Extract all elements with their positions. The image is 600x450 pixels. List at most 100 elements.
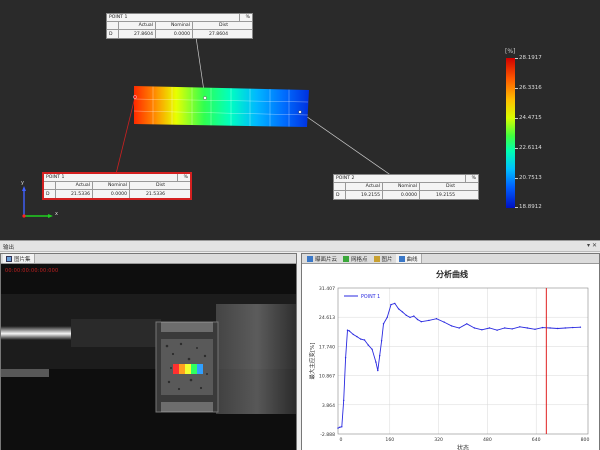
table-title: POINT 2: [334, 175, 466, 182]
measure-point-1-edge[interactable]: [133, 95, 137, 99]
chart-data-point: [458, 327, 460, 329]
table-header-cell: Actual: [119, 22, 156, 29]
analysis-curve-pane[interactable]: 曝面片云 网格点 图片 曲线 分析曲线 -2.888 3.864 10.8: [301, 253, 600, 450]
tab-grid-points-label: 网格点: [351, 256, 368, 263]
color-legend-label: 24.4715: [519, 115, 542, 121]
chart-title: 分析曲线: [436, 269, 468, 279]
chart-data-point: [344, 357, 347, 359]
chart-data-point: [352, 333, 354, 336]
image-icon: [373, 255, 380, 262]
table-header-cell: Actual: [346, 183, 383, 190]
table-header-cell: Actual: [56, 182, 93, 189]
tab-image-set-label: 图片集: [14, 256, 31, 263]
chart-data-point: [519, 326, 521, 328]
mesh-grid: [133, 86, 309, 127]
chart-y-tick-label: -2.888: [320, 432, 335, 438]
chart-x-ticks: 0 160 320 480 640 800: [340, 437, 590, 443]
chart-data-point: [466, 323, 468, 325]
chart-data-point: [473, 327, 476, 329]
chart-series: [337, 302, 582, 429]
chart-y-tick-label: 3.864: [322, 403, 335, 409]
color-legend-unit: [%]: [505, 48, 516, 55]
3d-viewport[interactable]: POINT 1% Actual Nominal Dist D 27.8604 0.000…: [0, 0, 600, 240]
camera-image-pane[interactable]: 图片集: [0, 253, 297, 450]
camera-timestamp: 00:00:00:00:00:000: [5, 268, 59, 274]
chart-data-point: [416, 318, 419, 321]
chart-data-point: [371, 348, 373, 350]
chart-tab-bar: 曝面片云 网格点 图片 曲线: [302, 254, 599, 264]
color-legend-tick: [515, 88, 518, 89]
chart-y-tick-label: 31.407: [319, 286, 335, 292]
tab-image-set[interactable]: 图片集: [3, 254, 35, 263]
table-cell: 0.0000: [383, 191, 420, 199]
leader-line-point-2: [299, 111, 393, 177]
chart-data-point: [401, 311, 404, 313]
output-panel-title: 输出: [3, 245, 15, 251]
chart-data-point: [346, 329, 349, 331]
chart-legend: POINT 1: [344, 294, 380, 300]
output-panel-controls[interactable]: ▾ ✕: [587, 242, 597, 249]
chart-data-point: [450, 325, 453, 327]
chart-data-point: [348, 330, 351, 332]
chart-data-point: [356, 335, 358, 338]
chart-data-point: [397, 308, 400, 310]
chart-data-point: [394, 302, 396, 305]
chart-data-point: [541, 326, 544, 329]
table-header-cell: [107, 22, 119, 29]
chart-data-point: [339, 426, 341, 428]
chart-data-point: [386, 316, 388, 319]
tab-grid-points[interactable]: 网格点: [340, 254, 371, 263]
chart-data-point: [363, 339, 366, 341]
chart-data-point: [428, 319, 430, 322]
chart-data-point: [367, 344, 369, 346]
tab-image[interactable]: 图片: [371, 254, 396, 263]
chart-data-point: [526, 327, 529, 329]
chart-data-point: [379, 355, 381, 357]
strain-mesh[interactable]: [0, 0, 600, 240]
tab-curve-label: 曲线: [406, 256, 418, 263]
point-1-left-table[interactable]: POINT 1% Actual Nominal Dist D 21.5336 0.000…: [42, 172, 192, 200]
chart-data-point: [534, 328, 536, 330]
output-panel: 输出 ▾ ✕ 图片集: [0, 240, 600, 450]
table-cell: 19.2155: [436, 192, 455, 198]
color-legend-tick: [515, 178, 518, 179]
tab-surface-cloud[interactable]: 曝面片云: [304, 254, 340, 263]
color-legend-label: 18.8912: [519, 204, 542, 210]
color-legend-bar: [506, 58, 515, 208]
axis-triad-icon: [22, 186, 53, 218]
chart-y-tick-label: 10.867: [319, 374, 335, 380]
leader-line-point-1-left: [114, 96, 136, 179]
chart-data-point: [504, 327, 506, 329]
table-cell: D: [334, 191, 346, 199]
chart-data-point: [380, 340, 383, 342]
analysis-curve-chart[interactable]: 分析曲线 -2.888 3.864 10.867 17.740 24.613 31.407…: [302, 264, 600, 450]
chart-x-tick-label: 0: [340, 437, 343, 443]
chart-data-point: [390, 303, 392, 306]
chart-x-tick-label: 640: [532, 437, 541, 443]
measure-point-1[interactable]: [203, 96, 207, 100]
chart-data-point: [496, 329, 498, 331]
table-cell: 21.5336: [146, 191, 165, 197]
measure-point-2[interactable]: [298, 110, 302, 114]
chart-x-tick-label: 800: [581, 437, 590, 443]
chart-data-point: [413, 315, 415, 317]
tab-curve[interactable]: 曲线: [395, 254, 422, 263]
point-1-top-table[interactable]: POINT 1% Actual Nominal Dist D 27.8604 0.000…: [106, 13, 253, 39]
chart-x-tick-label: 480: [483, 437, 492, 443]
chart-data-point: [488, 327, 491, 329]
point-2-table[interactable]: POINT 2% Actual Nominal Dist D 19.2155 0.000…: [333, 174, 479, 200]
chart-data-point: [443, 321, 445, 323]
chart-data-point: [420, 321, 422, 323]
table-header-cell: Dist: [155, 183, 165, 188]
chart-data-point: [481, 329, 483, 331]
mesh-surface: [134, 86, 309, 127]
chart-data-point: [572, 326, 574, 329]
chart-x-tick-label: 320: [434, 437, 443, 443]
table-cell: D: [107, 30, 119, 38]
chart-series-line: [337, 302, 581, 429]
chart-data-point: [375, 361, 377, 363]
chart-data-point: [579, 326, 582, 328]
table-unit: %: [471, 176, 476, 181]
axis-label-x: x: [55, 211, 58, 217]
table-cell: 21.5336: [56, 190, 93, 198]
